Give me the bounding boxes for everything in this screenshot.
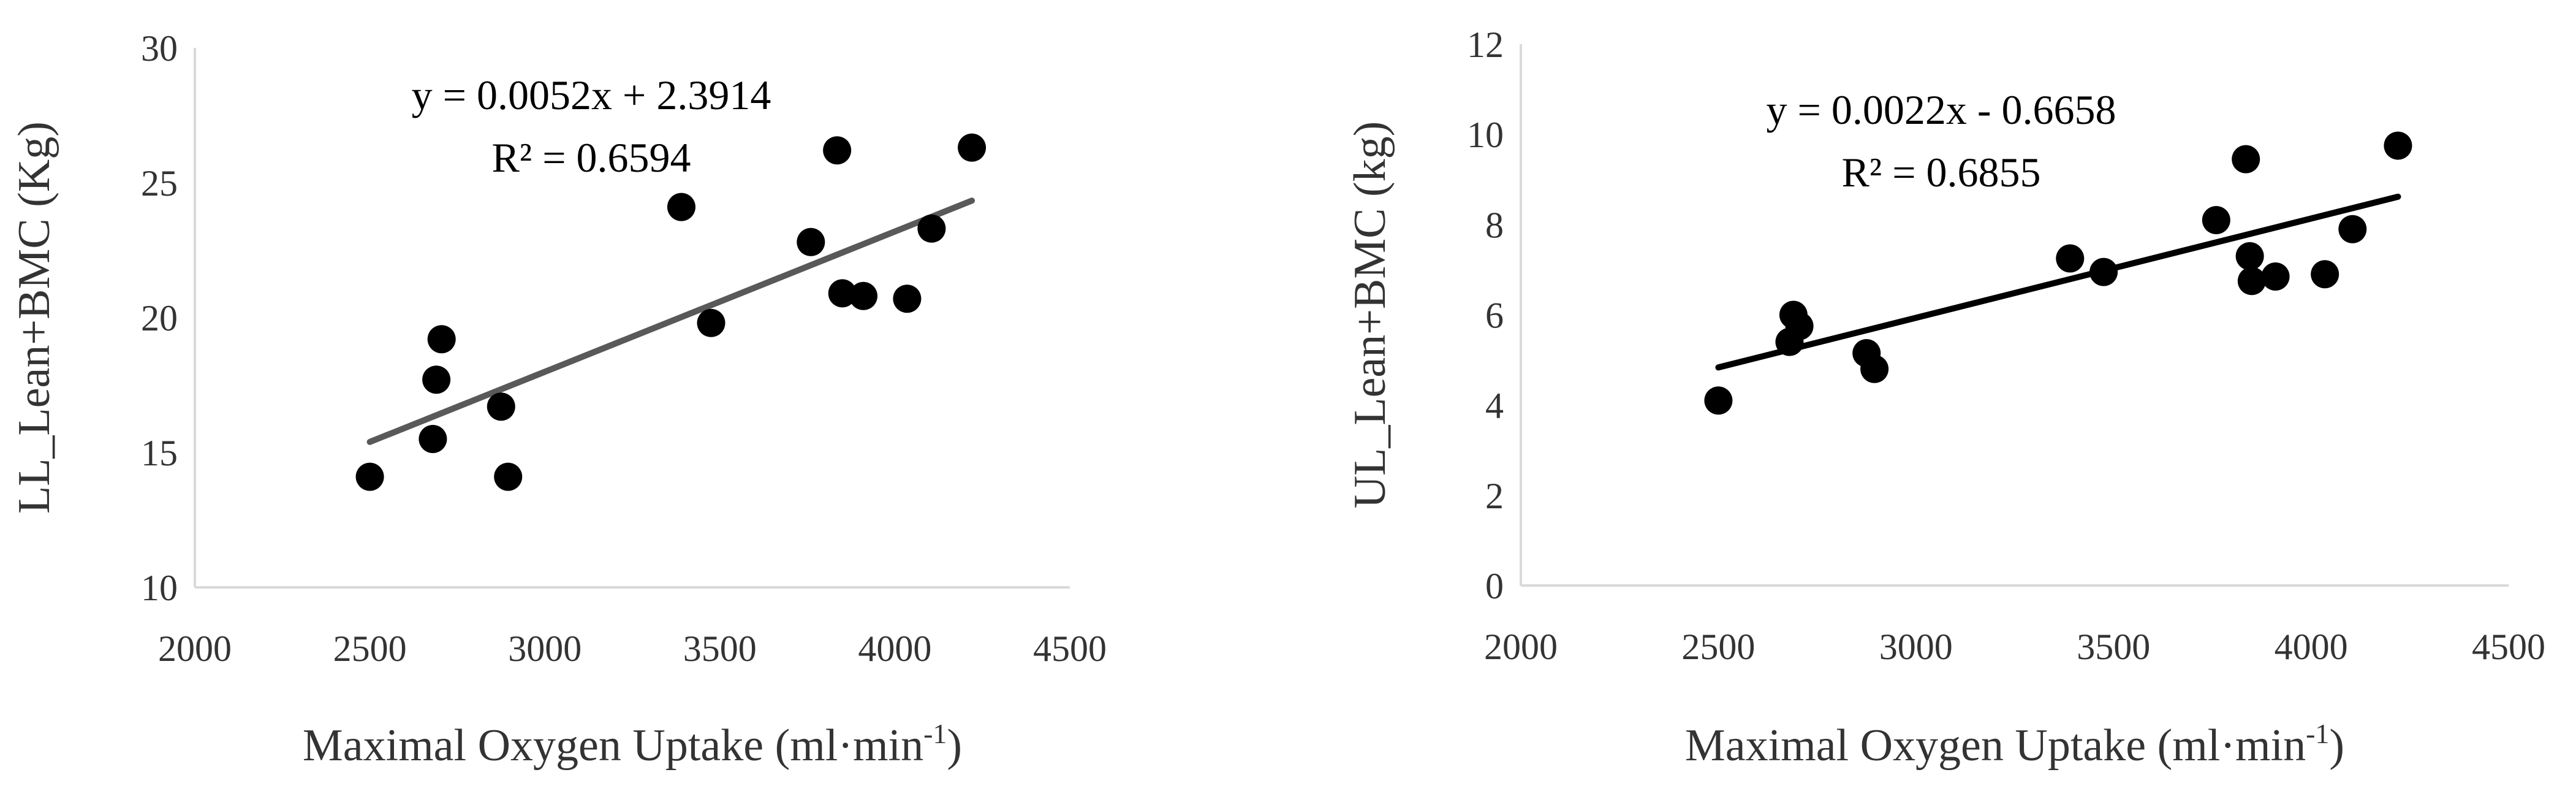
- ll-data-point: [893, 284, 922, 313]
- ll-y-tick-label: 15: [141, 433, 178, 473]
- ll-data-point: [958, 133, 987, 162]
- ll-y-tick-label: 25: [141, 163, 178, 204]
- ul-y-tick-label: 8: [1485, 205, 1504, 245]
- ll-trendline-equation: y = 0.0052x + 2.3914: [412, 72, 771, 118]
- ul-x-tick-label: 4000: [2275, 627, 2348, 667]
- ul-x-tick-label: 3000: [1879, 627, 1953, 667]
- ll-x-axis-title: Maximal Oxygen Uptake (ml·min-1): [303, 718, 962, 771]
- ll-r-squared-label: R² = 0.6594: [491, 134, 691, 181]
- ll-y-tick-label: 20: [141, 298, 178, 338]
- ul-data-point: [2261, 262, 2290, 291]
- ll-y-tick-label: 10: [141, 568, 178, 608]
- ll-data-point: [419, 425, 447, 453]
- ul-x-tick-label: 4500: [2472, 627, 2545, 667]
- ul-trendline: [1715, 193, 2401, 371]
- chart-ll-lean-bmc: 10 15 20 25 30 2000 2500 3000 3500 4000 4500 Maxima…: [9, 28, 1107, 771]
- ul-data-point: [2338, 215, 2367, 243]
- ul-data-point: [2202, 205, 2230, 234]
- ll-data-point: [427, 325, 456, 354]
- ul-data-point: [2311, 260, 2339, 289]
- ll-x-tick-label: 2500: [333, 628, 407, 669]
- ll-x-tick-label: 3000: [508, 628, 581, 669]
- ll-data-point: [917, 214, 946, 243]
- ll-x-tick-label: 4500: [1033, 628, 1107, 669]
- ul-x-axis-title: Maximal Oxygen Uptake (ml·min-1): [1685, 718, 2344, 771]
- ll-data-point: [849, 281, 877, 310]
- ll-y-tick-label: 30: [141, 28, 178, 69]
- ul-x-tick-label: 2500: [1681, 627, 1755, 667]
- ll-data-point: [487, 392, 515, 421]
- ul-data-point: [1704, 386, 1733, 415]
- ll-data-point: [797, 227, 825, 256]
- ul-y-tick-label: 10: [1467, 115, 1504, 155]
- ll-data-point: [697, 308, 725, 337]
- ul-y-tick-label: 4: [1485, 386, 1504, 426]
- ul-data-point: [1785, 311, 1814, 340]
- ul-data-point: [2384, 131, 2412, 160]
- ul-r-squared-label: R² = 0.6855: [1841, 149, 2040, 196]
- ll-x-tick-label: 4000: [858, 628, 931, 669]
- ll-data-point: [422, 365, 451, 394]
- ul-y-tick-label: 0: [1485, 566, 1504, 606]
- ul-x-tick-label: 2000: [1484, 627, 1558, 667]
- ll-x-tick-label: 3500: [683, 628, 757, 669]
- ll-y-axis-title: LL_Lean+BMC (Kg): [9, 121, 59, 514]
- ul-x-tick-label: 3500: [2077, 627, 2150, 667]
- ll-data-point: [828, 279, 857, 308]
- ul-data-point: [2237, 267, 2266, 296]
- chart-ul-lean-bmc: 0 2 4 6 8 10 12 2000 2500 3000 3500 4000 4500 Maximal…: [1345, 25, 2545, 771]
- ul-trendline-equation: y = 0.0022x - 0.6658: [1767, 86, 2116, 133]
- ll-x-tick-label: 2000: [158, 628, 232, 669]
- ll-data-point: [667, 193, 695, 221]
- ul-data-point: [2056, 244, 2085, 273]
- ll-data-point: [823, 136, 852, 165]
- ll-data-point: [355, 462, 384, 491]
- ul-y-axis-title: UL_Lean+BMC (kg): [1345, 121, 1395, 509]
- ul-y-tick-label: 6: [1485, 296, 1504, 336]
- ul-data-point: [2235, 242, 2264, 270]
- ll-data-point: [494, 462, 523, 491]
- ul-data-point: [2232, 145, 2260, 174]
- ul-data-point: [2089, 258, 2118, 286]
- ll-trendline: [366, 197, 975, 445]
- ul-data-point: [1860, 354, 1889, 383]
- ul-y-tick-label: 12: [1467, 25, 1504, 65]
- ul-y-tick-label: 2: [1485, 476, 1504, 516]
